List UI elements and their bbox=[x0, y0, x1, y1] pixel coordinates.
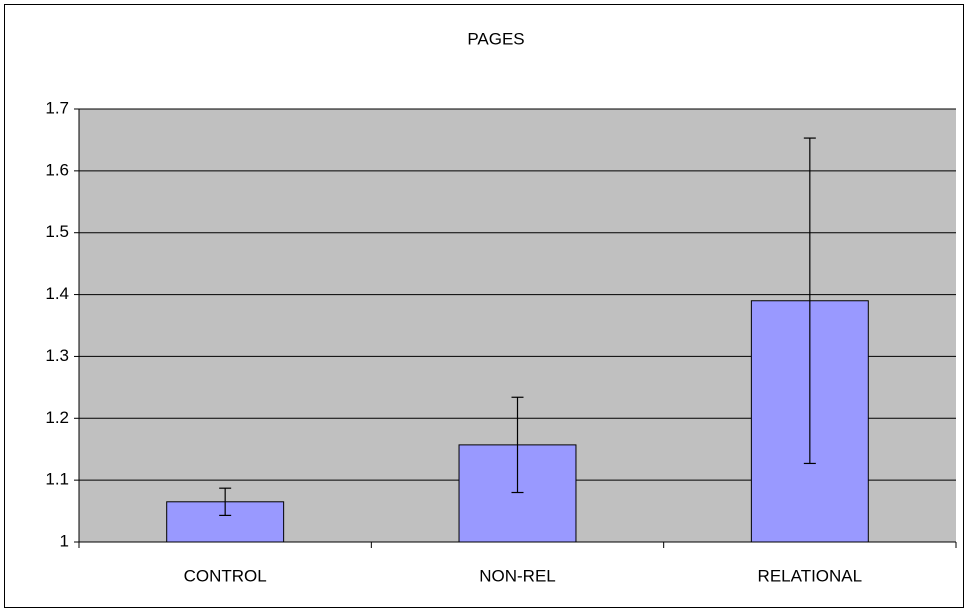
y-tick-label: 1.1 bbox=[45, 470, 69, 489]
y-tick-label: 1.5 bbox=[45, 222, 69, 241]
y-tick-label: 1.4 bbox=[45, 284, 69, 303]
x-tick-label: NON-REL bbox=[479, 566, 556, 585]
y-tick-label: 1.2 bbox=[45, 408, 69, 427]
x-tick-label: RELATIONAL bbox=[758, 566, 863, 585]
chart-title: PAGES bbox=[467, 29, 524, 48]
x-tick-label: CONTROL bbox=[184, 566, 267, 585]
y-tick-label: 1 bbox=[60, 531, 69, 550]
y-tick-label: 1.6 bbox=[45, 160, 69, 179]
y-tick-label: 1.3 bbox=[45, 346, 69, 365]
y-tick-label: 1.7 bbox=[45, 98, 69, 117]
